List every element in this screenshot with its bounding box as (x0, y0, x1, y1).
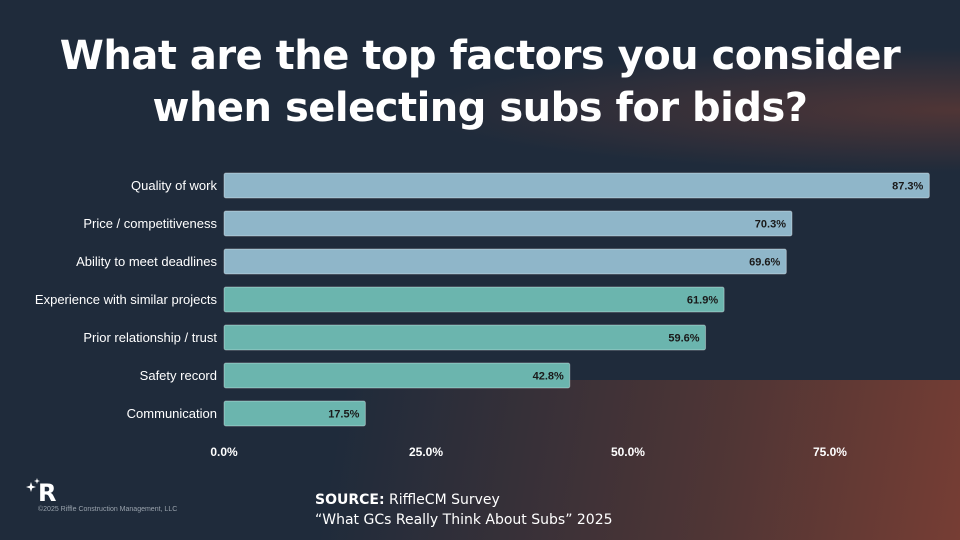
bar-chart: Quality of work 87.3% Price / competitiven… (35, 172, 930, 459)
bar-category-label: Price / competitiveness (83, 216, 217, 231)
background-glow-bottom (0, 380, 960, 540)
source-title: “What GCs Really Think About Subs” 2025 (315, 512, 613, 528)
bar (223, 248, 787, 275)
bar-value-label: 59.6% (668, 333, 699, 345)
background-glow-top (0, 0, 960, 200)
bar-category-label: Safety record (140, 368, 217, 383)
riffle-logo-icon: R (26, 478, 56, 504)
bar-value-label: 42.8% (533, 371, 564, 383)
source-name: RiffleCM Survey (389, 492, 500, 508)
source-note: SOURCE: RiffleCM Survey “What GCs Really… (315, 490, 613, 530)
bar-category-label: Prior relationship / trust (83, 330, 217, 345)
bar-category-label: Experience with similar projects (35, 292, 218, 307)
bar-value-label: 70.3% (755, 219, 786, 231)
bar (223, 400, 366, 427)
bar-value-label: 87.3% (892, 181, 923, 193)
bar-value-label: 17.5% (328, 409, 359, 421)
x-tick-label: 75.0% (813, 445, 847, 459)
bar-value-label: 61.9% (687, 295, 718, 307)
bar (223, 210, 793, 237)
copyright-text: ©2025 Riffle Construction Management, LL… (38, 506, 178, 513)
x-tick-label: 25.0% (409, 445, 443, 459)
x-tick-label: 0.0% (210, 445, 238, 459)
bar-category-label: Communication (127, 406, 217, 421)
bar-category-label: Ability to meet deadlines (76, 254, 217, 269)
bar (223, 324, 707, 351)
source-label: SOURCE: (315, 492, 385, 508)
bar-category-label: Quality of work (131, 178, 217, 193)
bar (223, 286, 725, 313)
bar (223, 172, 930, 199)
slide-title: What are the top factors you consider wh… (59, 33, 901, 131)
bar (223, 362, 571, 389)
logo-letter: R (38, 479, 56, 504)
bar-value-label: 69.6% (749, 257, 780, 269)
x-tick-label: 50.0% (611, 445, 645, 459)
